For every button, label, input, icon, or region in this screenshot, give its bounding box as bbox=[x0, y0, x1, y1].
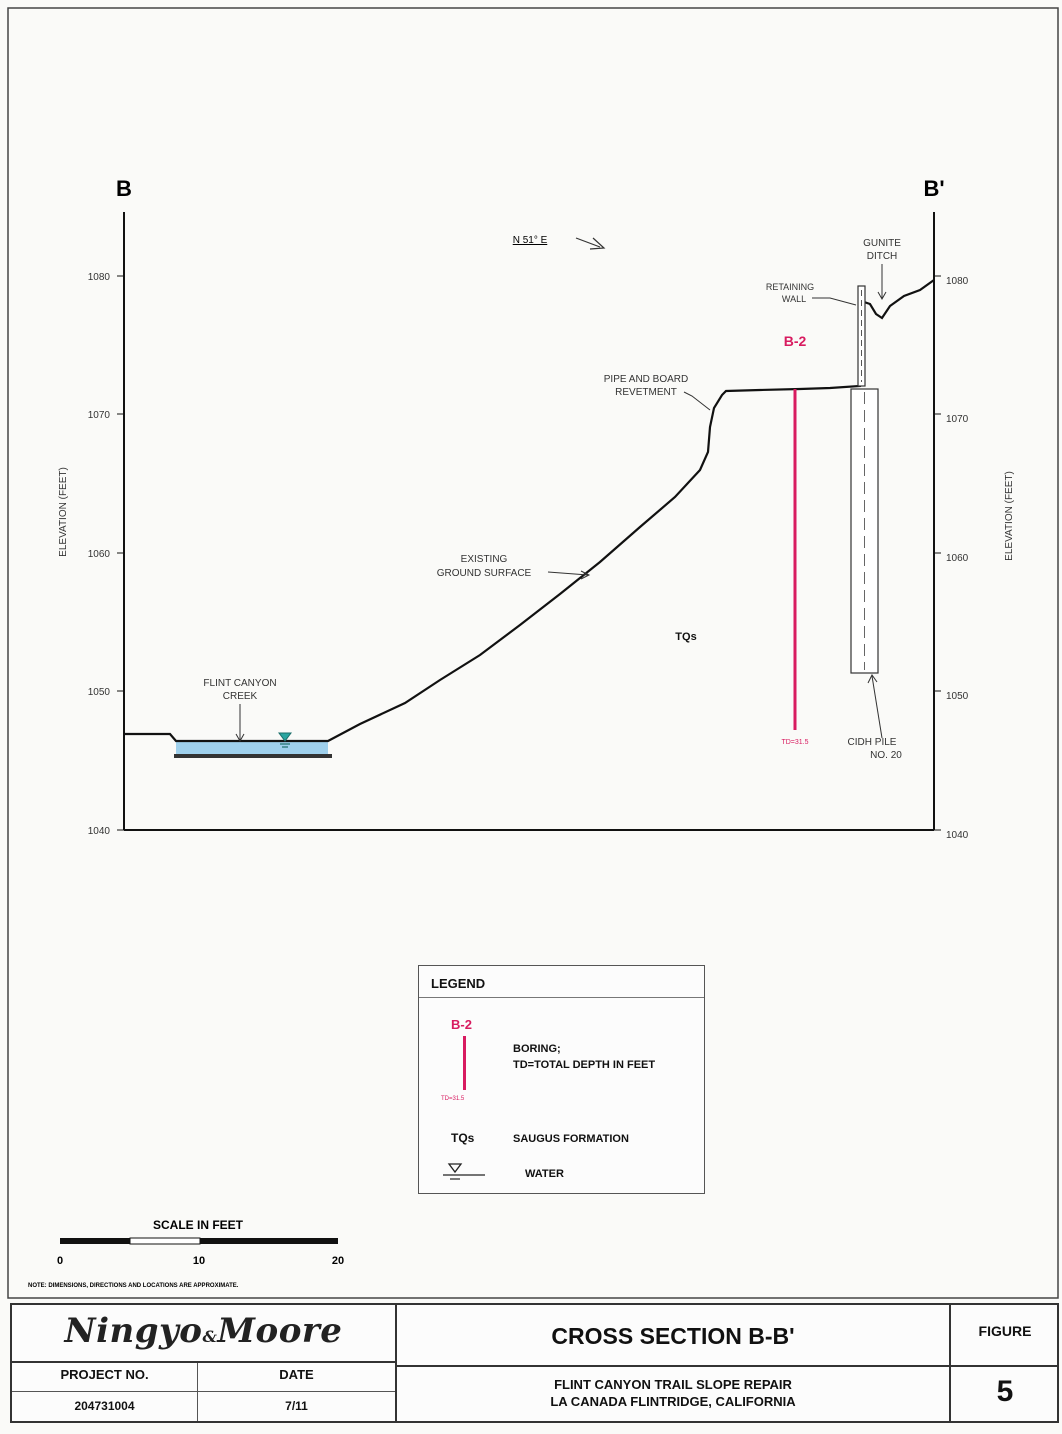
legend-water-icon bbox=[443, 1163, 485, 1180]
formation-label: TQs bbox=[675, 631, 696, 643]
direction-arrow bbox=[575, 237, 601, 248]
cidh-leader bbox=[871, 675, 883, 739]
legend-box: LEGEND B-2 TD=31.5 BORING; TD=TOTAL DEPT… bbox=[418, 965, 705, 1194]
scale-note: NOTE: DIMENSIONS, DIRECTIONS AND LOCATIO… bbox=[28, 1283, 239, 1289]
sheet-title: CROSS SECTION B-B' bbox=[551, 1323, 795, 1349]
legend-formation-symbol: TQs bbox=[451, 1131, 475, 1145]
section-label-left: B bbox=[116, 176, 132, 201]
sheet-subtitle-1: FLINT CANYON TRAIL SLOPE REPAIR bbox=[554, 1377, 792, 1392]
date-label: DATE bbox=[279, 1367, 314, 1382]
tb-divider-2 bbox=[949, 1305, 951, 1421]
retaining-wall-leader bbox=[812, 297, 857, 306]
legend-boring-line bbox=[463, 1036, 466, 1090]
cidh-label-2: NO. 20 bbox=[870, 750, 902, 761]
section-label-right: B' bbox=[923, 176, 944, 201]
direction-arrowhead bbox=[589, 237, 606, 250]
right-tick-1060: 1060 bbox=[946, 553, 969, 564]
left-tick-1060: 1060 bbox=[88, 549, 111, 560]
legend-boring-symbol: B-2 bbox=[451, 1017, 472, 1032]
legend-title: LEGEND bbox=[431, 976, 486, 991]
creek-water bbox=[176, 741, 328, 755]
scale-tick-20: 20 bbox=[332, 1255, 344, 1267]
logo-amp: & bbox=[202, 1327, 218, 1346]
figure-label: FIGURE bbox=[978, 1323, 1032, 1339]
retaining-wall-label-1: RETAINING bbox=[766, 282, 814, 292]
pipe-board-label-1: PIPE AND BOARD bbox=[604, 374, 688, 385]
figure-number: 5 bbox=[996, 1375, 1014, 1408]
ground-leader bbox=[547, 571, 589, 576]
direction-label: N 51° E bbox=[513, 235, 548, 246]
creek-label-2: CREEK bbox=[223, 691, 258, 702]
scale-tick-0: 0 bbox=[57, 1255, 63, 1267]
date-value: 7/11 bbox=[285, 1399, 308, 1413]
right-tick-1040: 1040 bbox=[946, 830, 969, 841]
ground-label-2: GROUND SURFACE bbox=[437, 568, 532, 579]
scale-tick-10: 10 bbox=[193, 1255, 205, 1267]
left-axis-title: ELEVATION (FEET) bbox=[58, 467, 69, 557]
tb-divider-6 bbox=[12, 1391, 395, 1392]
legend-formation-desc: SAUGUS FORMATION bbox=[513, 1133, 629, 1145]
right-tick-1080: 1080 bbox=[946, 276, 969, 287]
scale-bar bbox=[60, 1237, 338, 1245]
tb-divider-1 bbox=[395, 1305, 397, 1421]
left-ticks bbox=[117, 275, 124, 831]
right-ticks bbox=[934, 275, 941, 831]
company-logo: Ningyo&Moore bbox=[12, 1311, 395, 1351]
boring-b2-td: TD=31.5 bbox=[781, 739, 808, 746]
right-tick-1050: 1050 bbox=[946, 691, 969, 702]
legend-boring-desc-1: BORING; bbox=[513, 1043, 561, 1055]
legend-boring-td: TD=31.5 bbox=[441, 1096, 465, 1102]
left-tick-1050: 1050 bbox=[88, 687, 111, 698]
logo-word-2: Moore bbox=[217, 1311, 343, 1351]
logo-word-1: Ningyo bbox=[64, 1311, 203, 1351]
sheet-subtitle-2: LA CANADA FLINTRIDGE, CALIFORNIA bbox=[550, 1394, 796, 1409]
project-no-value: 204731004 bbox=[74, 1399, 135, 1413]
ground-label-1: EXISTING bbox=[461, 554, 508, 565]
right-tick-1070: 1070 bbox=[946, 414, 969, 425]
tb-divider-3 bbox=[12, 1361, 395, 1363]
legend-divider bbox=[419, 997, 704, 998]
sheet-border bbox=[7, 7, 1059, 1299]
pipe-board-label-2: REVETMENT bbox=[615, 387, 677, 398]
pipe-board-leader bbox=[683, 391, 711, 411]
scale-title: SCALE IN FEET bbox=[153, 1218, 244, 1232]
cidh-label-1: CIDH PILE bbox=[848, 737, 897, 748]
ground-surface-line bbox=[124, 279, 935, 743]
right-axis-title: ELEVATION (FEET) bbox=[1004, 471, 1015, 561]
left-tick-1040: 1040 bbox=[88, 826, 111, 837]
tb-divider-7 bbox=[197, 1363, 198, 1421]
project-no-label: PROJECT NO. bbox=[60, 1367, 149, 1382]
gunite-ditch-label-1: GUNITE bbox=[863, 238, 901, 249]
legend-water-desc: WATER bbox=[525, 1168, 564, 1180]
creek-label-1: FLINT CANYON bbox=[203, 678, 276, 689]
left-tick-1070: 1070 bbox=[88, 410, 111, 421]
tb-divider-4 bbox=[397, 1365, 949, 1367]
tb-divider-5 bbox=[951, 1365, 1059, 1367]
gunite-ditch-label-2: DITCH bbox=[867, 251, 898, 262]
water-symbol bbox=[278, 732, 292, 748]
left-tick-1080: 1080 bbox=[88, 272, 111, 283]
retaining-wall-label-2: WALL bbox=[782, 294, 806, 304]
cross-section-drawing: B B' N 51° E 1080 1070 1060 1050 bbox=[7, 7, 1059, 1299]
legend-boring-desc-2: TD=TOTAL DEPTH IN FEET bbox=[513, 1059, 656, 1071]
boring-b2-label: B-2 bbox=[784, 333, 807, 349]
title-block: Ningyo&Moore PROJECT NO. 204731004 DATE … bbox=[10, 1303, 1059, 1423]
